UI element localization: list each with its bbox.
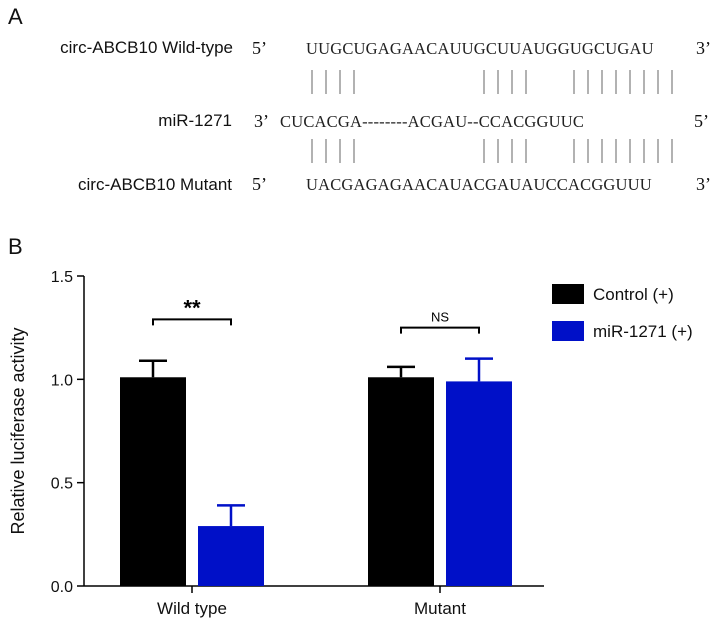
bar (368, 377, 434, 586)
mutant-5prime: 5’ (252, 174, 267, 194)
y-tick-label: 0.5 (51, 476, 73, 493)
chart-significance: ** NS (152, 295, 480, 334)
panel-a-letter: A (8, 4, 23, 29)
bar (120, 377, 186, 586)
mirna-3prime: 3’ (254, 111, 269, 131)
luciferase-bar-chart: 0.0 0.5 1.0 1.5 Relative luciferase activity… (8, 269, 693, 618)
legend-label: miR-1271 (+) (593, 322, 693, 341)
panel-b-letter: B (8, 234, 23, 259)
wildtype-label: circ-ABCB10 Wild-type (60, 38, 233, 57)
wildtype-sequence: UUGCUGAGAACAUUGCUUAUGGUGCUGAU (306, 39, 654, 58)
mirna-sequence: CUCACGA--------ACGAU--CCACGGUUC (280, 112, 585, 131)
wildtype-3prime: 3’ (696, 38, 711, 58)
wildtype-5prime: 5’ (252, 38, 267, 58)
pair-lines-top (311, 70, 673, 94)
mutant-3prime: 3’ (696, 174, 711, 194)
y-tick-label: 1.5 (51, 269, 73, 286)
chart-error-bars (139, 357, 493, 527)
y-tick-label: 1.0 (51, 372, 73, 389)
significance-bracket (400, 326, 480, 334)
legend-swatch (552, 284, 584, 304)
x-tick-label: Mutant (414, 599, 466, 618)
legend-swatch (552, 321, 584, 341)
mirna-5prime: 5’ (694, 111, 709, 131)
significance-label: ** (183, 295, 201, 320)
mutant-label: circ-ABCB10 Mutant (78, 175, 232, 194)
bar (446, 381, 512, 586)
mirna-label: miR-1271 (158, 111, 232, 130)
legend-label: Control (+) (593, 285, 674, 304)
base-pair-lines (311, 70, 673, 163)
chart-legend: Control (+) miR-1271 (+) (552, 284, 693, 341)
y-axis-label: Relative luciferase activity (8, 327, 28, 534)
pair-lines-bottom (311, 139, 673, 163)
y-tick-label: 0.0 (51, 579, 73, 596)
x-tick-label: Wild type (157, 599, 227, 618)
significance-bracket (152, 318, 232, 326)
chart-bars (120, 377, 512, 586)
mutant-sequence: UACGAGAGAACAUACGAUAUCCACGGUUU (306, 175, 652, 194)
bar (198, 526, 264, 586)
chart-axes: 0.0 0.5 1.0 1.5 Relative luciferase activity… (8, 269, 544, 618)
significance-label: NS (431, 310, 449, 325)
